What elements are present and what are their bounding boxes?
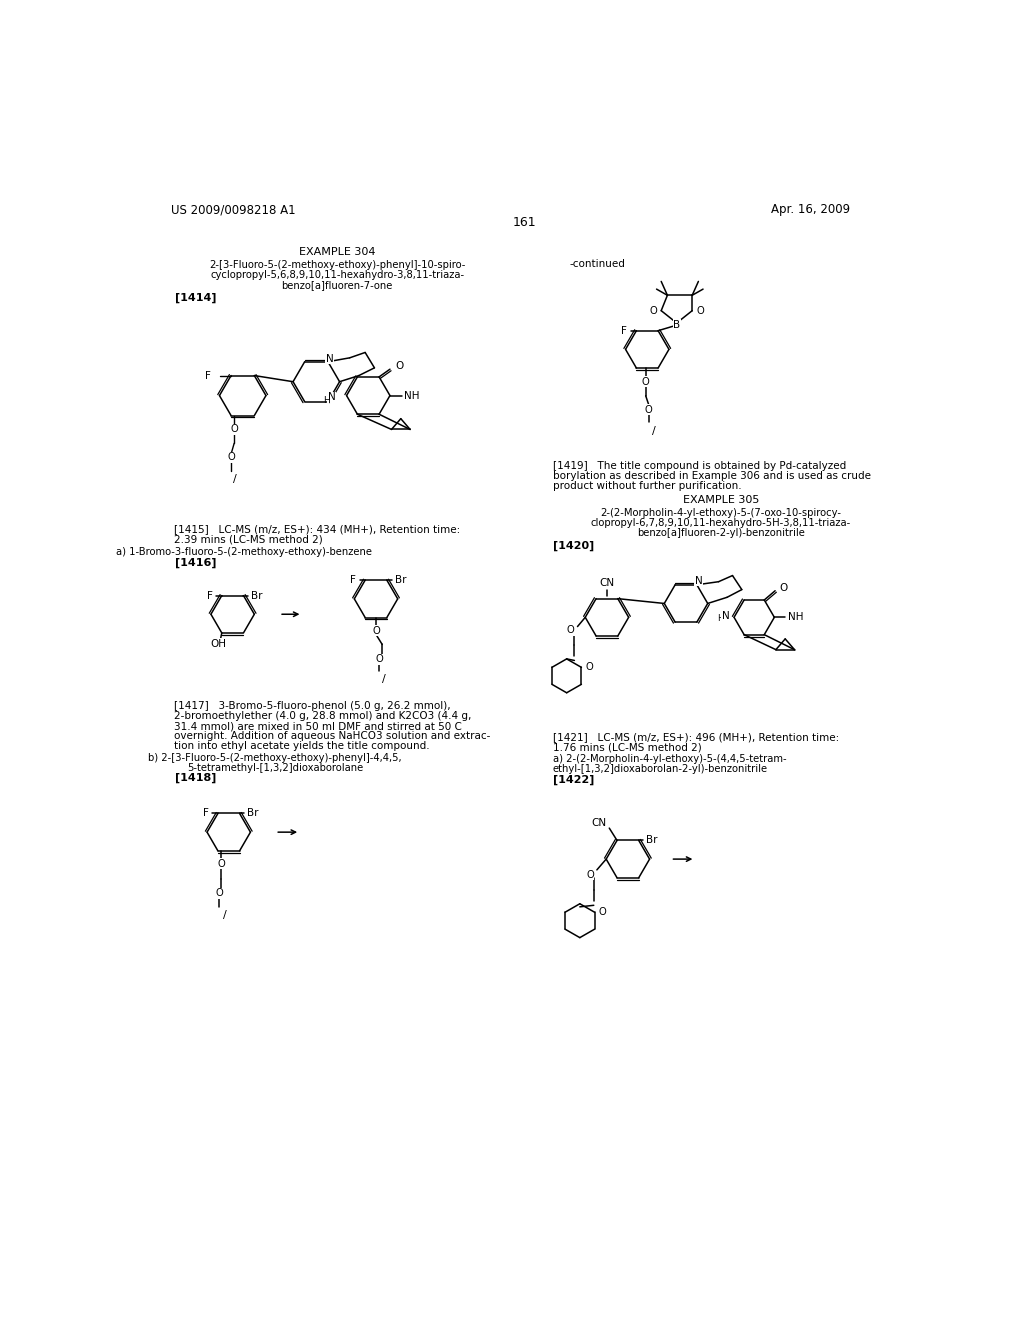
Text: Br: Br [248, 808, 259, 818]
Text: O: O [598, 907, 606, 917]
Text: /: / [233, 474, 238, 484]
Text: H: H [717, 614, 723, 623]
Text: N: N [694, 576, 702, 586]
Text: N: N [326, 354, 334, 363]
Text: b) 2-[3-Fluoro-5-(2-methoxy-ethoxy)-phenyl]-4,4,5,: b) 2-[3-Fluoro-5-(2-methoxy-ethoxy)-phen… [148, 752, 402, 763]
Text: EXAMPLE 305: EXAMPLE 305 [683, 495, 759, 504]
Text: Br: Br [251, 590, 263, 601]
Text: benzo[a]fluoren-2-yl)-benzonitrile: benzo[a]fluoren-2-yl)-benzonitrile [637, 528, 805, 539]
Text: /: / [382, 675, 386, 685]
Text: NH: NH [788, 612, 804, 622]
Text: product without further purification.: product without further purification. [553, 480, 741, 491]
Text: F: F [205, 371, 211, 380]
Text: F: F [203, 808, 209, 818]
Text: [1415]   LC-MS (m/z, ES+): 434 (MH+), Retention time:: [1415] LC-MS (m/z, ES+): 434 (MH+), Rete… [174, 524, 461, 535]
Text: O: O [586, 870, 594, 879]
Text: -continued: -continued [569, 259, 626, 268]
Text: O: O [216, 888, 223, 898]
Text: US 2009/0098218 A1: US 2009/0098218 A1 [171, 203, 295, 216]
Text: overnight. Addition of aqueous NaHCO3 solution and extrac-: overnight. Addition of aqueous NaHCO3 so… [174, 731, 490, 742]
Text: O: O [642, 378, 649, 387]
Text: benzo[a]fluoren-7-one: benzo[a]fluoren-7-one [282, 280, 393, 290]
Text: O: O [586, 663, 593, 672]
Text: Br: Br [646, 836, 658, 845]
Text: [1419]   The title compound is obtained by Pd-catalyzed: [1419] The title compound is obtained by… [553, 461, 846, 471]
Text: /: / [652, 426, 655, 436]
Text: Apr. 16, 2009: Apr. 16, 2009 [771, 203, 850, 216]
Text: B: B [673, 319, 680, 330]
Text: N: N [328, 392, 336, 403]
Text: [1420]: [1420] [553, 541, 594, 552]
Text: F: F [207, 590, 212, 601]
Text: 5-tetramethyl-[1,3,2]dioxaborolane: 5-tetramethyl-[1,3,2]dioxaborolane [187, 763, 364, 772]
Text: O: O [372, 626, 380, 636]
Text: [1414]: [1414] [174, 293, 216, 302]
Text: O: O [227, 453, 234, 462]
Text: /: / [222, 909, 226, 920]
Text: OH: OH [211, 639, 226, 648]
Text: 1.76 mins (LC-MS method 2): 1.76 mins (LC-MS method 2) [553, 742, 701, 752]
Text: CN: CN [591, 818, 606, 829]
Text: EXAMPLE 304: EXAMPLE 304 [299, 247, 376, 257]
Text: O: O [375, 655, 383, 664]
Text: [1416]: [1416] [174, 558, 216, 569]
Text: 2-bromoethylether (4.0 g, 28.8 mmol) and K2CO3 (4.4 g,: 2-bromoethylether (4.0 g, 28.8 mmol) and… [174, 711, 472, 721]
Text: [1421]   LC-MS (m/z, ES+): 496 (MH+), Retention time:: [1421] LC-MS (m/z, ES+): 496 (MH+), Rete… [553, 733, 839, 742]
Text: F: F [350, 576, 356, 585]
Text: N: N [722, 611, 729, 620]
Text: CN: CN [599, 578, 614, 589]
Text: 2.39 mins (LC-MS method 2): 2.39 mins (LC-MS method 2) [174, 535, 324, 544]
Text: 31.4 mmol) are mixed in 50 ml DMF and stirred at 50 C: 31.4 mmol) are mixed in 50 ml DMF and st… [174, 721, 463, 731]
Text: Br: Br [394, 576, 407, 585]
Text: O: O [779, 582, 788, 593]
Text: cyclopropyl-5,6,8,9,10,11-hexahydro-3,8,11-triaza-: cyclopropyl-5,6,8,9,10,11-hexahydro-3,8,… [210, 271, 464, 280]
Text: O: O [395, 362, 403, 371]
Text: O: O [566, 626, 574, 635]
Text: O: O [649, 306, 657, 315]
Text: [1417]   3-Bromo-5-fluoro-phenol (5.0 g, 26.2 mmol),: [1417] 3-Bromo-5-fluoro-phenol (5.0 g, 2… [174, 701, 452, 711]
Text: 2-[3-Fluoro-5-(2-methoxy-ethoxy)-phenyl]-10-spiro-: 2-[3-Fluoro-5-(2-methoxy-ethoxy)-phenyl]… [209, 260, 466, 271]
Text: 161: 161 [513, 216, 537, 230]
Text: O: O [645, 405, 652, 414]
Text: F: F [622, 326, 627, 335]
Text: a) 2-(2-Morpholin-4-yl-ethoxy)-5-(4,4,5-tetram-: a) 2-(2-Morpholin-4-yl-ethoxy)-5-(4,4,5-… [553, 755, 786, 764]
Text: O: O [696, 306, 703, 315]
Text: ethyl-[1,3,2]dioxaborolan-2-yl)-benzonitrile: ethyl-[1,3,2]dioxaborolan-2-yl)-benzonit… [553, 764, 768, 775]
Text: a) 1-Bromo-3-fluoro-5-(2-methoxy-ethoxy)-benzene: a) 1-Bromo-3-fluoro-5-(2-methoxy-ethoxy)… [117, 548, 373, 557]
Text: O: O [230, 425, 238, 434]
Text: O: O [217, 859, 225, 869]
Text: clopropyl-6,7,8,9,10,11-hexahydro-5H-3,8,11-triaza-: clopropyl-6,7,8,9,10,11-hexahydro-5H-3,8… [591, 517, 851, 528]
Text: 2-(2-Morpholin-4-yl-ethoxy)-5-(7-oxo-10-spirocy-: 2-(2-Morpholin-4-yl-ethoxy)-5-(7-oxo-10-… [600, 508, 842, 517]
Text: borylation as described in Example 306 and is used as crude: borylation as described in Example 306 a… [553, 471, 870, 480]
Text: H: H [323, 396, 330, 405]
Text: tion into ethyl acetate yields the title compound.: tion into ethyl acetate yields the title… [174, 742, 430, 751]
Text: NH: NH [403, 391, 420, 400]
Text: [1418]: [1418] [174, 774, 216, 783]
Text: [1422]: [1422] [553, 775, 594, 784]
